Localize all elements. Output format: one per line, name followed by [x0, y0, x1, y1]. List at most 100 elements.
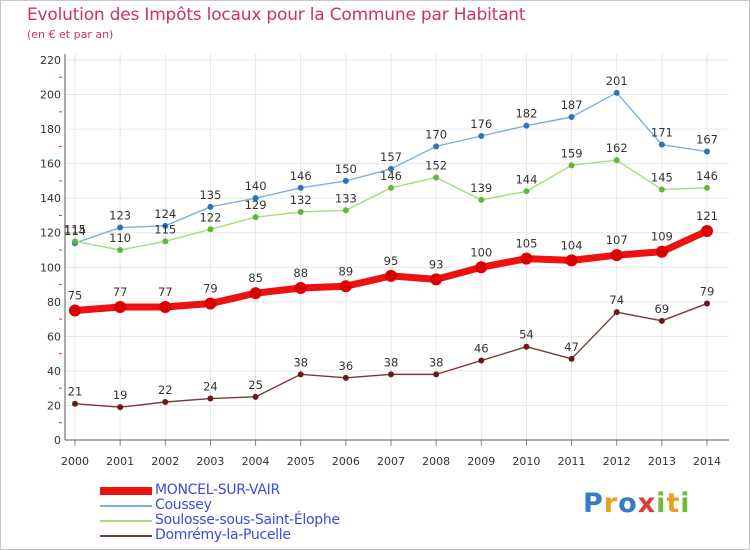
proxiti-logo: Proxiti: [583, 488, 691, 519]
data-label: 38: [384, 355, 399, 369]
data-label: 75: [68, 288, 83, 302]
data-label: 145: [651, 171, 673, 185]
data-point: [297, 371, 304, 378]
data-point: [613, 309, 620, 316]
x-tick-label: 2002: [151, 455, 179, 468]
data-point: [478, 196, 485, 203]
data-label: 121: [696, 209, 718, 223]
data-label: 135: [199, 188, 221, 202]
data-label: 132: [290, 193, 312, 207]
data-point: [568, 114, 575, 120]
data-label: 139: [470, 181, 492, 195]
data-point: [568, 355, 575, 362]
data-label: 150: [335, 162, 357, 176]
data-point: [523, 343, 530, 350]
logo-letter: i: [656, 488, 667, 519]
x-tick-label: 2013: [648, 455, 676, 468]
x-tick-label: 2012: [603, 455, 631, 468]
data-point: [252, 214, 259, 221]
data-label: 171: [651, 126, 673, 140]
data-point: [520, 252, 533, 265]
data-label: 21: [68, 385, 83, 399]
series-moncel-sur-vair: [69, 225, 713, 317]
data-point: [613, 157, 620, 164]
data-point: [388, 165, 394, 172]
data-label: 77: [158, 285, 173, 299]
data-point: [72, 238, 78, 245]
y-tick-label: 40: [47, 365, 61, 378]
data-label: 69: [655, 302, 670, 316]
y-tick-label: 0: [54, 434, 61, 447]
x-tick-label: 2010: [512, 455, 540, 468]
legend-swatch-coussey: [100, 505, 152, 507]
data-point: [388, 184, 394, 191]
data-point: [523, 188, 530, 195]
data-label: 133: [335, 191, 357, 205]
y-tick-label: 140: [40, 192, 61, 205]
data-point: [72, 400, 78, 407]
data-point: [658, 141, 665, 148]
data-point: [117, 224, 124, 231]
data-point: [204, 297, 217, 310]
data-point: [117, 247, 124, 253]
series-soulosse-sous-saint-lophe: [72, 157, 710, 253]
data-label: 144: [515, 172, 537, 186]
data-label: 22: [158, 383, 173, 397]
y-tick-label: 100: [40, 261, 61, 274]
data-point: [162, 399, 169, 405]
y-tick-label: 180: [40, 123, 61, 136]
data-label: 124: [154, 207, 176, 221]
series-domr-my-la-pucelle: [72, 300, 710, 411]
y-tick-label: 160: [40, 158, 61, 171]
data-point: [658, 186, 665, 193]
data-point: [613, 89, 620, 96]
data-point: [162, 238, 169, 245]
data-label: 140: [245, 179, 267, 193]
data-label: 162: [606, 141, 628, 155]
x-tick-label: 2009: [467, 455, 495, 468]
data-label: 129: [245, 198, 267, 212]
x-tick-label: 2005: [287, 455, 315, 468]
data-point: [162, 222, 169, 229]
data-label: 88: [293, 266, 308, 280]
y-tick-label: 60: [47, 330, 61, 343]
data-point: [249, 287, 262, 300]
data-label: 159: [561, 146, 583, 160]
data-label: 54: [519, 328, 534, 342]
data-point: [114, 301, 127, 313]
logo-letter: r: [603, 488, 619, 519]
data-label: 38: [429, 355, 444, 369]
data-label: 79: [203, 282, 218, 296]
x-tick-label: 2001: [106, 455, 134, 468]
data-point: [658, 317, 665, 324]
data-point: [339, 280, 352, 293]
y-tick-label: 220: [40, 54, 61, 67]
data-label: 93: [429, 257, 444, 271]
legend-label-domremy: Domrémy-la-Pucelle: [155, 527, 291, 543]
data-label: 109: [651, 230, 673, 244]
logo-letter: i: [680, 488, 691, 519]
data-point: [252, 393, 259, 400]
chart-subtitle: (en € et par an): [27, 28, 114, 41]
data-label: 123: [109, 209, 131, 223]
data-label: 146: [696, 169, 718, 183]
data-point: [388, 371, 394, 378]
data-point: [523, 122, 530, 129]
data-label: 47: [564, 340, 579, 354]
data-point: [568, 162, 575, 169]
data-label: 122: [199, 210, 221, 224]
data-point: [207, 203, 214, 210]
data-point: [252, 195, 259, 202]
data-label: 74: [609, 293, 624, 307]
data-point: [704, 184, 710, 191]
data-label: 201: [606, 74, 628, 88]
data-label: 25: [248, 378, 263, 392]
legend-swatch-soulosse: [100, 520, 152, 522]
data-label: 146: [380, 169, 402, 183]
data-point: [610, 249, 623, 262]
logo-letter: t: [666, 488, 681, 519]
data-label: 170: [425, 127, 447, 141]
x-tick-label: 2003: [196, 455, 224, 468]
data-label: 85: [248, 271, 263, 285]
data-label: 146: [290, 169, 312, 183]
